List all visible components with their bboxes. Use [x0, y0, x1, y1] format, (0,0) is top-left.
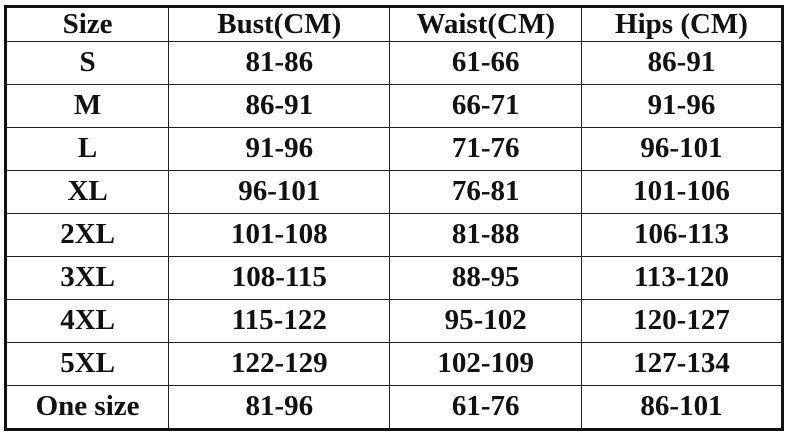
- size-cell: 2XL: [4, 212, 170, 257]
- hips-cell: 120-127: [581, 298, 783, 343]
- bust-cell: 86-91: [168, 83, 391, 128]
- bust-cell: 81-96: [168, 384, 391, 431]
- table-row: XL 96-101 76-81 101-106: [4, 169, 783, 214]
- size-cell: 5XL: [4, 341, 170, 386]
- size-cell: S: [4, 41, 170, 85]
- bust-cell: 81-86: [168, 41, 391, 85]
- header-bust: Bust(CM): [168, 6, 391, 42]
- waist-cell: 66-71: [389, 83, 583, 128]
- table-row: One size 81-96 61-76 86-101: [4, 384, 783, 431]
- size-chart-table: Size Bust(CM) Waist(CM) Hips (CM) S 81-86…: [4, 5, 784, 431]
- header-size: Size: [4, 6, 170, 42]
- hips-cell: 86-91: [581, 41, 783, 85]
- hips-cell: 106-113: [581, 212, 783, 257]
- size-cell: 3XL: [4, 255, 170, 300]
- size-cell: 4XL: [4, 298, 170, 343]
- table-row: 4XL 115-122 95-102 120-127: [4, 298, 783, 343]
- bust-cell: 122-129: [168, 341, 391, 386]
- table-row: 5XL 122-129 102-109 127-134: [4, 341, 783, 386]
- waist-cell: 102-109: [389, 341, 583, 386]
- hips-cell: 91-96: [581, 83, 783, 128]
- size-cell: M: [4, 83, 170, 128]
- hips-cell: 101-106: [581, 169, 783, 214]
- table-row: 2XL 101-108 81-88 106-113: [4, 212, 783, 257]
- hips-cell: 96-101: [581, 126, 783, 171]
- table-row: S 81-86 61-66 86-91: [4, 41, 783, 85]
- bust-cell: 108-115: [168, 255, 391, 300]
- waist-cell: 95-102: [389, 298, 583, 343]
- bust-cell: 101-108: [168, 212, 391, 257]
- table-row: 3XL 108-115 88-95 113-120: [4, 255, 783, 300]
- table-row: M 86-91 66-71 91-96: [4, 83, 783, 128]
- waist-cell: 76-81: [389, 169, 583, 214]
- waist-cell: 88-95: [389, 255, 583, 300]
- waist-cell: 71-76: [389, 126, 583, 171]
- size-cell: XL: [4, 169, 170, 214]
- waist-cell: 81-88: [389, 212, 583, 257]
- bust-cell: 91-96: [168, 126, 391, 171]
- header-row: Size Bust(CM) Waist(CM) Hips (CM): [4, 6, 783, 42]
- size-cell: L: [4, 126, 170, 171]
- hips-cell: 86-101: [581, 384, 783, 431]
- waist-cell: 61-66: [389, 41, 583, 85]
- bust-cell: 115-122: [168, 298, 391, 343]
- hips-cell: 127-134: [581, 341, 783, 386]
- waist-cell: 61-76: [389, 384, 583, 431]
- table-row: L 91-96 71-76 96-101: [4, 126, 783, 171]
- header-hips: Hips (CM): [581, 6, 783, 42]
- size-cell: One size: [4, 384, 170, 431]
- header-waist: Waist(CM): [389, 6, 583, 42]
- hips-cell: 113-120: [581, 255, 783, 300]
- bust-cell: 96-101: [168, 169, 391, 214]
